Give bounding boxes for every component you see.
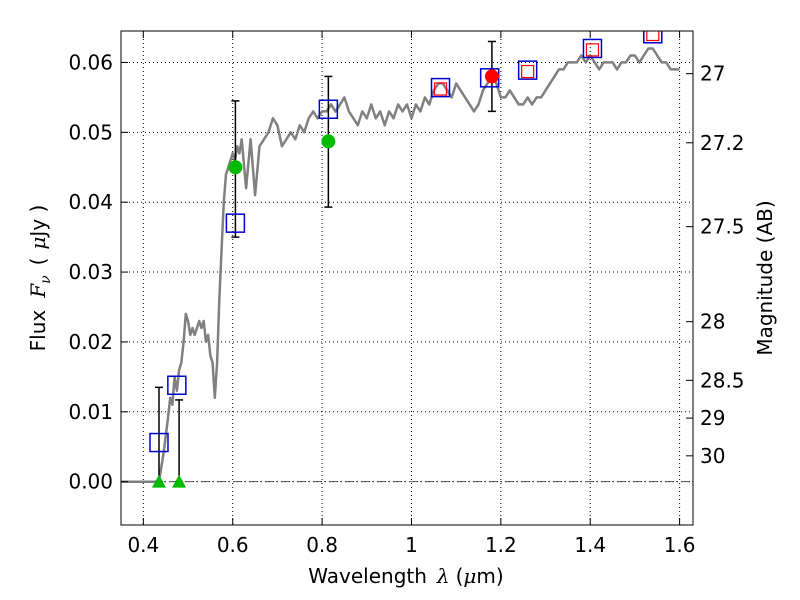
plot-frame [120, 30, 694, 526]
x-tick-label: 1 [405, 533, 418, 557]
y2-tick-label: 28 [700, 310, 725, 334]
y2-axis-title: Magnitude (AB) [753, 200, 777, 355]
green-triangle-marker [151, 474, 166, 488]
green-detection-circle [321, 134, 336, 149]
y2-tick-label: 30 [700, 444, 725, 468]
y2-tick-label: 27.2 [700, 131, 745, 155]
red-open-square [585, 43, 600, 57]
green-triangle-marker [172, 474, 187, 488]
y2-tick-label: 27 [700, 62, 725, 86]
y2-tick-labels: 27 27.2 27.5 28 28.5 29 30 [700, 62, 745, 468]
y-tick-label: 0.03 [68, 260, 113, 284]
red-open-square [433, 82, 448, 96]
red-detection-circle [484, 69, 499, 84]
x-tick-labels: 0.4 0.6 0.8 1 1.2 1.4 1.6 [127, 533, 695, 557]
y-tick-label: 0.04 [68, 190, 113, 214]
x-tick-label: 0.8 [306, 533, 338, 557]
plot-area [121, 31, 680, 488]
model-flux-square [517, 60, 538, 80]
model-flux-square [582, 38, 603, 59]
red-open-square [646, 31, 660, 42]
y-tick-label: 0.05 [68, 120, 113, 144]
model-flux-square [225, 213, 246, 233]
y-axis-title: FluxFν(μJy ) [26, 205, 54, 352]
axis-ticks [121, 31, 693, 525]
y-tick-label: 0.02 [68, 330, 113, 354]
y-tick-label: 0.00 [68, 470, 113, 494]
model-flux-square [430, 77, 451, 98]
x-tick-label: 0.4 [127, 533, 159, 557]
x-tick-label: 1.2 [485, 533, 517, 557]
model-flux-square [643, 31, 663, 44]
y-tick-labels: 0.00 0.01 0.02 0.03 0.04 0.05 0.06 [68, 50, 113, 493]
y2-tick-label: 29 [700, 406, 725, 430]
green-detection-circle [228, 160, 243, 175]
y2-tick-label: 28.5 [700, 368, 745, 392]
model-spectrum-line [121, 47, 680, 483]
x-tick-label: 1.4 [574, 533, 606, 557]
model-flux-square [167, 375, 187, 396]
y-tick-label: 0.01 [68, 400, 113, 424]
x-tick-label: 1.6 [664, 533, 696, 557]
y-tick-label: 0.06 [68, 50, 113, 74]
model-flux-square [318, 99, 339, 120]
red-open-square [521, 64, 535, 79]
y2-tick-label: 27.5 [700, 215, 745, 239]
data-markers [149, 31, 663, 488]
x-tick-label: 0.6 [217, 533, 249, 557]
model-flux-square [149, 432, 169, 453]
x-axis-title: Wavelength λ (μm) [308, 564, 503, 588]
